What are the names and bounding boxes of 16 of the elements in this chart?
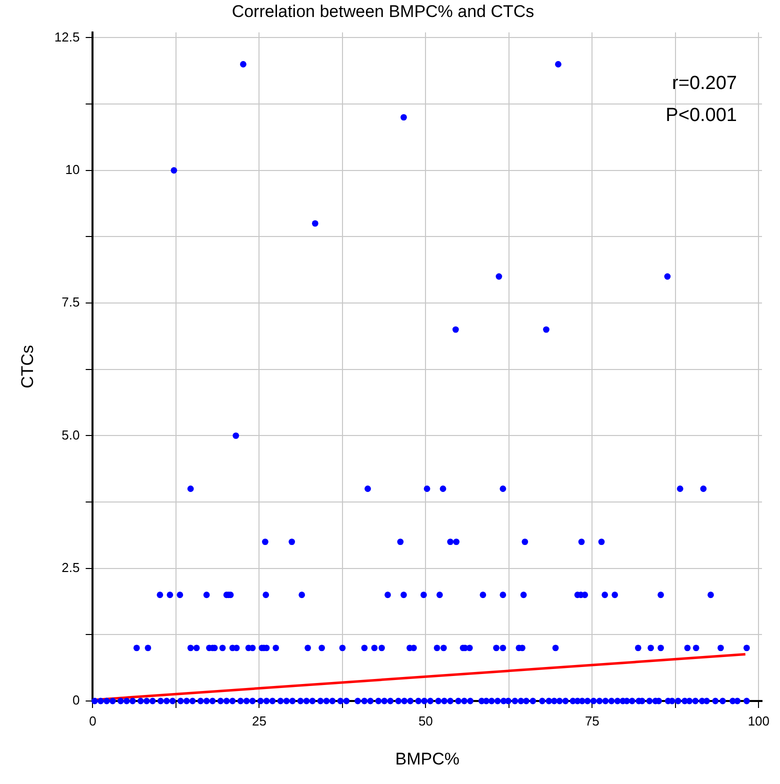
annotation: P<0.001 (666, 105, 737, 126)
y-tick-label: 5.0 (62, 427, 80, 442)
x-tick-label: 0 (89, 713, 96, 728)
x-axis-title: BMPC% (395, 749, 460, 768)
y-axis-title: CTCs (18, 344, 37, 388)
x-tick-label: 75 (584, 713, 600, 728)
x-tick-label: 50 (418, 713, 433, 728)
y-tick-label: 10 (65, 162, 80, 177)
y-tick-label: 0 (72, 692, 80, 708)
chart-title: Correlation between BMPC% and CTCs (232, 2, 534, 21)
y-tick-label: 2.5 (62, 560, 80, 575)
y-tick-label: 7.5 (62, 294, 80, 310)
x-tick-label: 100 (748, 713, 770, 728)
y-tick-label: 12.5 (54, 29, 80, 44)
annotation: r=0.207 (672, 73, 737, 94)
x-tick-label: 25 (252, 713, 266, 728)
